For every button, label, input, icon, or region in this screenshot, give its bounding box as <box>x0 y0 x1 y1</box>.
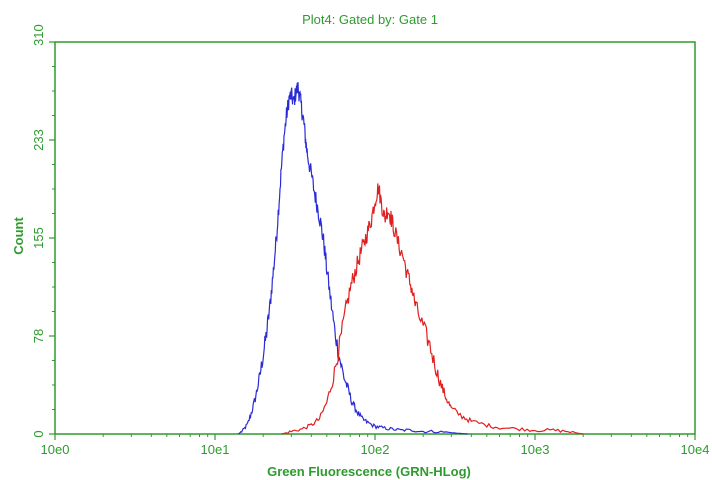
x-tick-label: 10e0 <box>41 442 70 457</box>
series-line-1 <box>238 82 468 435</box>
y-tick-label: 310 <box>31 24 46 46</box>
y-tick-label: 233 <box>31 129 46 151</box>
y-tick-label: 78 <box>31 329 46 343</box>
axis-ticks: 10e0 10e1 10e2 10e3 10e4 0 78 155 233 310 <box>31 24 709 457</box>
y-tick-label: 155 <box>31 227 46 249</box>
plot-frame <box>54 41 696 435</box>
x-axis-label: Green Fluorescence (GRN-HLog) <box>267 464 471 479</box>
series-layer <box>238 82 584 435</box>
x-tick-label: 10e4 <box>681 442 710 457</box>
x-tick-label: 10e1 <box>201 442 230 457</box>
chart-title: Plot4: Gated by: Gate 1 <box>302 12 438 27</box>
y-axis-label: Count <box>11 217 26 255</box>
x-tick-label: 10e3 <box>521 442 550 457</box>
x-tick-label: 10e2 <box>361 442 390 457</box>
series-line-2 <box>281 183 584 435</box>
y-tick-label: 0 <box>31 430 46 437</box>
